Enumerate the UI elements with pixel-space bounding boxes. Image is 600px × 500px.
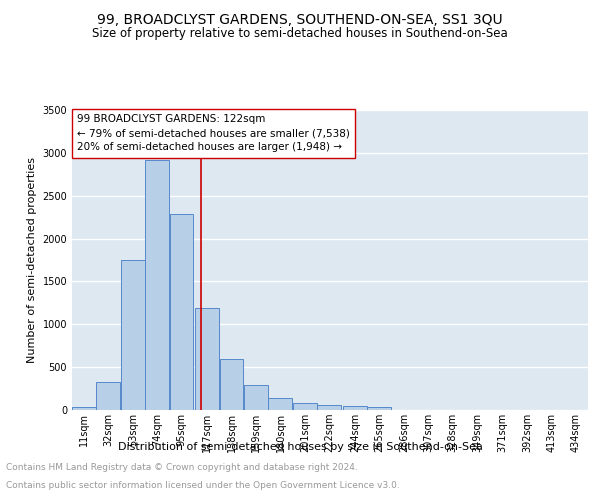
Text: Distribution of semi-detached houses by size in Southend-on-Sea: Distribution of semi-detached houses by … <box>118 442 482 452</box>
Text: Contains public sector information licensed under the Open Government Licence v3: Contains public sector information licen… <box>6 481 400 490</box>
Bar <box>268 398 292 410</box>
Bar <box>244 384 268 410</box>
Bar <box>121 260 145 410</box>
Bar <box>317 406 341 410</box>
Bar <box>343 406 367 410</box>
Bar <box>195 308 219 410</box>
Bar <box>367 408 391 410</box>
Text: 99, BROADCLYST GARDENS, SOUTHEND-ON-SEA, SS1 3QU: 99, BROADCLYST GARDENS, SOUTHEND-ON-SEA,… <box>97 12 503 26</box>
Text: Contains HM Land Registry data © Crown copyright and database right 2024.: Contains HM Land Registry data © Crown c… <box>6 464 358 472</box>
Bar <box>293 403 317 410</box>
Y-axis label: Number of semi-detached properties: Number of semi-detached properties <box>27 157 37 363</box>
Text: 99 BROADCLYST GARDENS: 122sqm
← 79% of semi-detached houses are smaller (7,538)
: 99 BROADCLYST GARDENS: 122sqm ← 79% of s… <box>77 114 350 152</box>
Bar <box>170 214 193 410</box>
Text: Size of property relative to semi-detached houses in Southend-on-Sea: Size of property relative to semi-detach… <box>92 28 508 40</box>
Bar <box>220 360 244 410</box>
Bar <box>97 382 120 410</box>
Bar <box>72 408 96 410</box>
Bar <box>145 160 169 410</box>
